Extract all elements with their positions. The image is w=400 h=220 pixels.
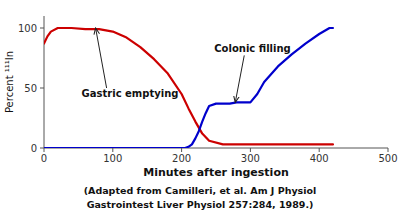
x-tick-label: 300 (241, 153, 260, 164)
annotation-arrow (96, 28, 107, 88)
x-tick (250, 148, 251, 152)
x-tick-label: 0 (41, 153, 47, 164)
y-tick-label: 0 (31, 143, 37, 154)
annotation-arrow (235, 55, 244, 102)
x-tick (181, 148, 182, 152)
y-tick (40, 148, 44, 149)
caption: (Adapted from Camilleri, et al. Am J Phy… (84, 185, 317, 196)
y-tick (40, 88, 44, 89)
y-axis (44, 16, 45, 148)
y-tick-label: 100 (18, 23, 37, 34)
annotation-text: Gastric emptying (82, 88, 179, 99)
x-tick-label: 400 (310, 153, 329, 164)
series-line (44, 28, 333, 148)
plot-area (44, 28, 333, 148)
y-tick-label: 50 (24, 83, 37, 94)
x-tick (319, 148, 320, 152)
x-axis-label: Minutes after ingestion (143, 166, 289, 179)
x-tick (112, 148, 113, 152)
chart: 0 100 200 300 400 500 0 50 100 Minutes after inge… (0, 0, 400, 220)
y-axis-label: Percent ¹¹¹In (4, 51, 15, 113)
series-line (44, 28, 333, 144)
y-tick (40, 28, 44, 29)
annotation-text: Colonic filling (214, 43, 290, 54)
x-tick-label: 100 (103, 153, 122, 164)
x-tick-label: 500 (378, 153, 397, 164)
x-tick (44, 148, 45, 152)
caption: Gastrointest Liver Physiol 257:284, 1989… (87, 199, 314, 210)
x-tick (388, 148, 389, 152)
x-tick-label: 200 (172, 153, 191, 164)
